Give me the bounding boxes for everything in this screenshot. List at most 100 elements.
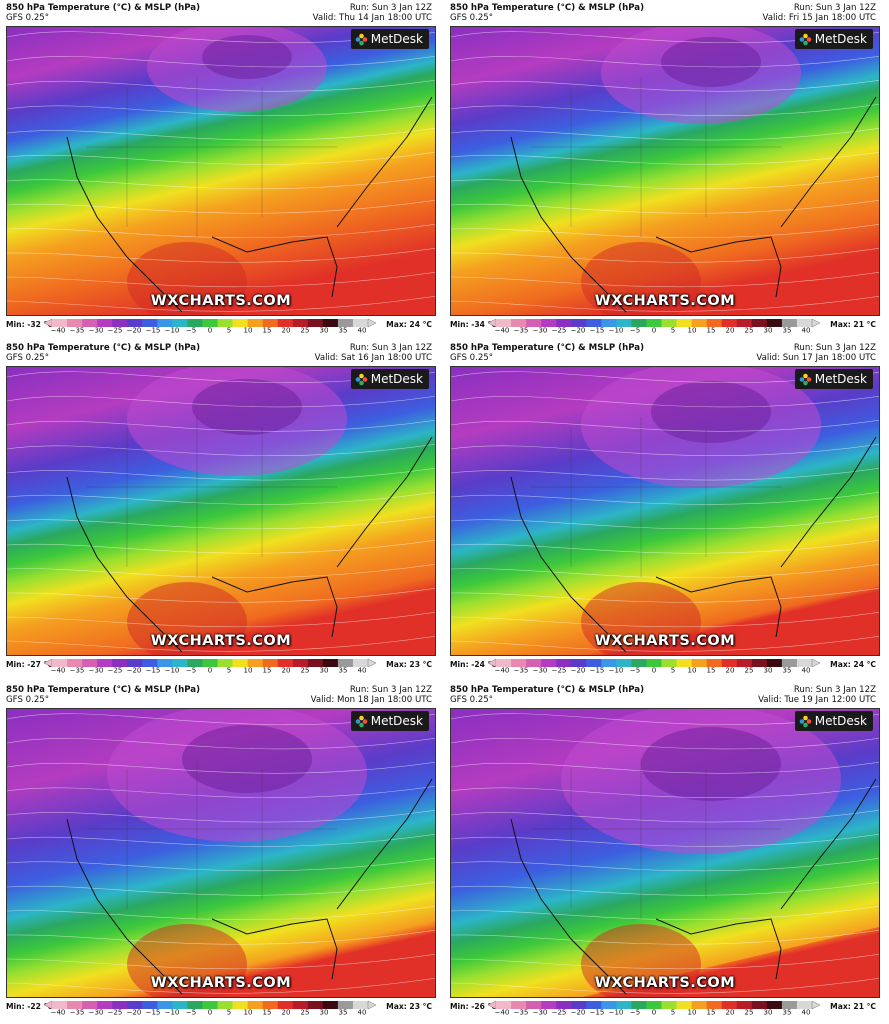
valid-label: Valid: Sun 17 Jan 18:00 UTC bbox=[756, 353, 876, 363]
run-label: Run: Sun 3 Jan 12Z bbox=[349, 343, 432, 353]
legend-tick: 5 bbox=[227, 667, 231, 674]
color-legend: Min: -27 °C Max: 23 °C −40 −35 −30 −25 −20 −15−… bbox=[0, 657, 436, 673]
brand-label: MetDesk bbox=[814, 32, 867, 46]
legend-tick: 15 bbox=[707, 667, 716, 674]
legend-tick: −10 bbox=[165, 327, 180, 334]
legend-tick: 35 bbox=[339, 667, 348, 674]
legend-tick: 10 bbox=[688, 1009, 697, 1016]
max-value: Max: 21 °C bbox=[830, 1002, 876, 1011]
brand-label: MetDesk bbox=[370, 372, 423, 386]
legend-tick: −20 bbox=[571, 667, 586, 674]
legend-tick: −35 bbox=[514, 667, 529, 674]
legend-tick: 0 bbox=[208, 327, 212, 334]
legend-tick: 40 bbox=[358, 327, 367, 334]
legend-tick: 5 bbox=[671, 1009, 675, 1016]
legend-tick: 25 bbox=[745, 327, 754, 334]
map-graphic bbox=[451, 27, 879, 315]
legend-tick: 0 bbox=[652, 667, 656, 674]
legend-tick: 20 bbox=[282, 327, 291, 334]
temperature-map: MetDesk WXCHARTS.COM bbox=[6, 26, 436, 316]
forecast-panel: 850 hPa Temperature (°C) & MSLP (hPa) GFS… bbox=[444, 0, 880, 333]
legend-tick: 5 bbox=[227, 1009, 231, 1016]
legend-tick: 25 bbox=[301, 667, 310, 674]
legend-tick: 40 bbox=[802, 327, 811, 334]
panel-title: 850 hPa Temperature (°C) & MSLP (hPa) bbox=[450, 685, 644, 695]
legend-tick: 5 bbox=[227, 327, 231, 334]
legend-tick: 15 bbox=[707, 327, 716, 334]
valid-label: Valid: Thu 14 Jan 18:00 UTC bbox=[312, 13, 432, 23]
panel-title: 850 hPa Temperature (°C) & MSLP (hPa) bbox=[6, 343, 200, 353]
legend-tick: −30 bbox=[89, 667, 104, 674]
map-graphic bbox=[451, 367, 879, 655]
legend-tick: −5 bbox=[630, 667, 640, 674]
legend-bar: −40 −35 −30 −25 −20 −15 −10 −5 0 5 10 15 20 25 30 35 40 bbox=[44, 658, 377, 674]
forecast-panel: 850 hPa Temperature (°C) & MSLP (hPa) GFS… bbox=[0, 682, 436, 1015]
min-value: Min: -27 °C bbox=[6, 660, 53, 669]
panel-title: 850 hPa Temperature (°C) & MSLP (hPa) bbox=[6, 685, 200, 695]
run-label: Run: Sun 3 Jan 12Z bbox=[793, 3, 876, 13]
legend-bar: −40 −35 −30 −25 −20 −15 −10 −5 0 5 10 15 20 25 30 35 40 bbox=[488, 658, 821, 674]
legend-tick: −35 bbox=[514, 1009, 529, 1016]
forecast-panel: 850 hPa Temperature (°C) & MSLP (hPa) GFS… bbox=[0, 340, 436, 673]
watermark: WXCHARTS.COM bbox=[150, 633, 292, 649]
model-label: GFS 0.25° bbox=[450, 13, 494, 23]
legend-tick: 10 bbox=[688, 327, 697, 334]
panel-title: 850 hPa Temperature (°C) & MSLP (hPa) bbox=[450, 3, 644, 13]
metdesk-icon bbox=[355, 33, 368, 45]
panel-header: 850 hPa Temperature (°C) & MSLP (hPa) GFS… bbox=[0, 340, 436, 366]
min-value: Min: -24 °C bbox=[450, 660, 497, 669]
legend-tick: 10 bbox=[244, 667, 253, 674]
legend-tick: 40 bbox=[358, 1009, 367, 1016]
min-value: Min: -32 °C bbox=[6, 320, 53, 329]
legend-tick: 25 bbox=[745, 667, 754, 674]
legend-tick: 10 bbox=[244, 1009, 253, 1016]
model-label: GFS 0.25° bbox=[6, 353, 50, 363]
watermark: WXCHARTS.COM bbox=[150, 975, 292, 991]
legend-tick: −20 bbox=[127, 1009, 142, 1016]
legend-tick: −30 bbox=[89, 1009, 104, 1016]
legend-tick: 20 bbox=[726, 667, 735, 674]
legend-tick: −5 bbox=[186, 667, 196, 674]
legend-tick: 30 bbox=[320, 327, 329, 334]
legend-tick: −10 bbox=[609, 1009, 624, 1016]
legend-tick: 25 bbox=[301, 327, 310, 334]
model-label: GFS 0.25° bbox=[6, 695, 50, 705]
legend-tick: −25 bbox=[108, 1009, 123, 1016]
legend-tick: −15 bbox=[590, 327, 605, 334]
legend-tick: 20 bbox=[282, 667, 291, 674]
watermark: WXCHARTS.COM bbox=[150, 293, 292, 309]
legend-tick: −15 bbox=[146, 327, 161, 334]
legend-tick: −40 bbox=[495, 327, 510, 334]
legend-tick: −25 bbox=[108, 667, 123, 674]
legend-tick: 0 bbox=[652, 327, 656, 334]
temperature-map: MetDesk WXCHARTS.COM bbox=[450, 26, 880, 316]
legend-tick: −40 bbox=[51, 327, 66, 334]
brand-label: MetDesk bbox=[370, 714, 423, 728]
legend-tick: 10 bbox=[688, 667, 697, 674]
valid-label: Valid: Mon 18 Jan 18:00 UTC bbox=[310, 695, 432, 705]
legend-tick: −20 bbox=[127, 667, 142, 674]
metdesk-icon bbox=[355, 373, 368, 385]
watermark: WXCHARTS.COM bbox=[594, 975, 736, 991]
brand-label: MetDesk bbox=[814, 372, 867, 386]
valid-label: Valid: Sat 16 Jan 18:00 UTC bbox=[314, 353, 432, 363]
min-value: Min: -22 °C bbox=[6, 1002, 53, 1011]
metdesk-icon bbox=[799, 33, 812, 45]
metdesk-logo: MetDesk bbox=[794, 369, 873, 389]
panel-title: 850 hPa Temperature (°C) & MSLP (hPa) bbox=[6, 3, 200, 13]
legend-tick: −20 bbox=[571, 1009, 586, 1016]
legend-tick: 20 bbox=[282, 1009, 291, 1016]
legend-tick: −25 bbox=[552, 327, 567, 334]
legend-tick: 25 bbox=[745, 1009, 754, 1016]
legend-tick: −30 bbox=[533, 327, 548, 334]
legend-tick: 15 bbox=[263, 667, 272, 674]
legend-tick: −5 bbox=[630, 327, 640, 334]
legend-bar: −40 −35 −30 −25 −20 −15 −10 −5 0 5 10 15 20 25 30 35 40 bbox=[488, 318, 821, 334]
map-graphic bbox=[451, 709, 879, 997]
forecast-panel: 850 hPa Temperature (°C) & MSLP (hPa) GFS… bbox=[444, 682, 880, 1015]
metdesk-logo: MetDesk bbox=[350, 369, 429, 389]
legend-bar: −40 −35 −30 −25 −20 −15 −10 −5 0 5 10 15 20 25 30 35 40 bbox=[44, 1000, 377, 1016]
metdesk-logo: MetDesk bbox=[350, 711, 429, 731]
brand-label: MetDesk bbox=[370, 32, 423, 46]
legend-tick: 35 bbox=[783, 667, 792, 674]
